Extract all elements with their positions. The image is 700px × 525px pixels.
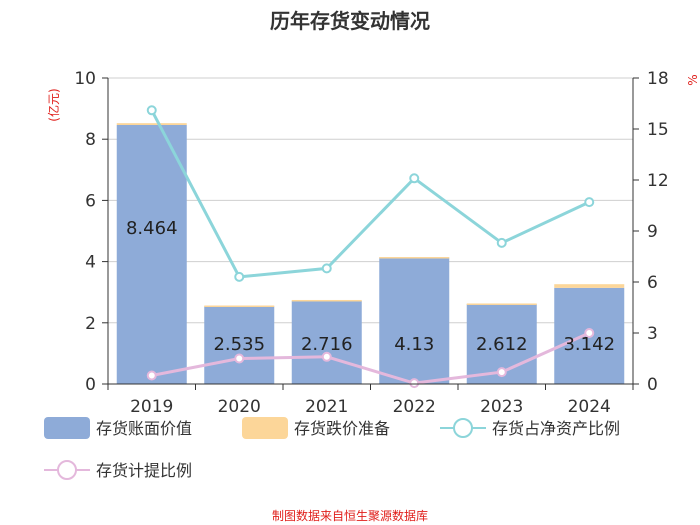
right-tick-label: 9 (647, 222, 658, 242)
right-tick-label: 18 (647, 69, 669, 89)
series-point (496, 367, 507, 378)
x-tick-label: 2023 (480, 397, 523, 417)
bar-series (116, 123, 625, 385)
bar-value-label: 2.535 (213, 334, 265, 355)
series-point (321, 351, 332, 362)
chart-title: 历年存货变动情况 (270, 9, 430, 33)
bar-value-label: 2.716 (301, 334, 353, 355)
bar-impairment (291, 299, 362, 302)
legend-marker (453, 418, 473, 438)
grid-lines (108, 77, 633, 324)
right-tick-label: 3 (647, 324, 658, 344)
bar-impairment (466, 303, 537, 305)
legend-item: 存货跌价准备 (242, 417, 390, 439)
bar-data-labels: 8.464 2.535 2.716 4.13 2.612 3.142 (126, 218, 615, 355)
right-axis-ticks: 0 3 6 9 12 15 18 (633, 69, 669, 395)
legend-item: 存货计提比例 (44, 460, 192, 480)
x-tick-label: 2021 (305, 397, 348, 417)
series-point (584, 328, 595, 338)
bar-impairment (204, 305, 275, 308)
series-point (584, 197, 595, 208)
right-tick-label: 12 (647, 171, 669, 191)
left-tick-label: 2 (85, 314, 96, 334)
legend-label: 存货计提比例 (96, 461, 192, 480)
series-point (234, 353, 245, 364)
left-tick-label: 10 (74, 69, 96, 89)
left-tick-label: 4 (85, 253, 96, 273)
bar-book-value (379, 257, 450, 384)
x-tick-label: 2019 (130, 397, 173, 417)
right-tick-label: 6 (647, 273, 658, 293)
bar-value-label: 8.464 (126, 218, 178, 239)
bar-book-value (204, 306, 275, 384)
legend-swatch (242, 417, 288, 439)
legend-swatch (44, 417, 90, 439)
left-tick-label: 6 (85, 191, 96, 211)
bar-book-value (116, 125, 187, 385)
left-tick-label: 8 (85, 130, 96, 150)
x-tick-label: 2024 (568, 397, 611, 417)
source-note: 制图数据来自恒生聚源数据库 (272, 508, 428, 523)
series-point (234, 271, 245, 282)
right-tick-label: 15 (647, 120, 669, 140)
left-axis-label: (亿元) (46, 88, 61, 121)
legend-label: 存货跌价准备 (294, 419, 390, 438)
series-point (409, 173, 420, 184)
right-axis-label: % (686, 74, 700, 85)
bar-impairment (379, 257, 450, 259)
series-point (409, 378, 420, 389)
line-series (146, 105, 595, 389)
bar-value-label: 3.142 (563, 334, 615, 355)
legend-item: 存货账面价值 (44, 417, 192, 439)
x-tick-label: 2020 (218, 397, 261, 417)
x-tick-label: 2022 (393, 397, 436, 417)
series-point (321, 263, 332, 274)
left-tick-label: 0 (85, 375, 96, 395)
legend-item: 存货占净资产比例 (440, 418, 620, 438)
legend-label: 存货占净资产比例 (492, 419, 620, 438)
bar-impairment (116, 123, 187, 126)
legend-label: 存货账面价值 (96, 419, 192, 438)
x-axis-ticks: 2019 2020 2021 2022 2023 2024 (107, 384, 634, 417)
right-tick-label: 0 (647, 375, 658, 395)
legend-marker (57, 460, 77, 480)
bar-impairment (554, 284, 625, 288)
bar-value-label: 2.612 (476, 334, 528, 355)
series-point (496, 237, 507, 248)
series-point (146, 105, 157, 116)
series-line (150, 109, 590, 279)
series-point (146, 370, 157, 381)
series-line (151, 331, 590, 385)
bar-book-value (291, 300, 362, 384)
left-axis-ticks: 0 2 4 6 8 10 (74, 69, 108, 395)
bar-value-label: 4.13 (394, 334, 434, 355)
